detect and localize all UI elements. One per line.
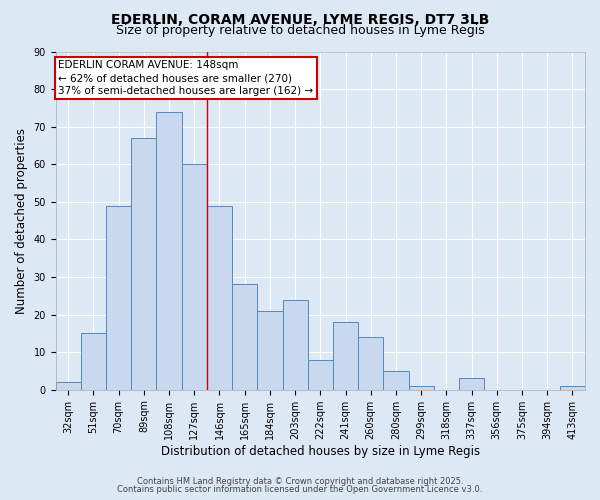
Text: EDERLIN, CORAM AVENUE, LYME REGIS, DT7 3LB: EDERLIN, CORAM AVENUE, LYME REGIS, DT7 3…	[111, 12, 489, 26]
Text: Size of property relative to detached houses in Lyme Regis: Size of property relative to detached ho…	[116, 24, 484, 37]
Bar	[131, 138, 157, 390]
Bar	[459, 378, 484, 390]
Bar	[409, 386, 434, 390]
Y-axis label: Number of detached properties: Number of detached properties	[15, 128, 28, 314]
Bar	[157, 112, 182, 390]
Bar	[560, 386, 585, 390]
Bar	[333, 322, 358, 390]
Bar	[308, 360, 333, 390]
Bar	[81, 334, 106, 390]
Bar	[182, 164, 207, 390]
Bar	[232, 284, 257, 390]
Bar	[106, 206, 131, 390]
X-axis label: Distribution of detached houses by size in Lyme Regis: Distribution of detached houses by size …	[161, 444, 480, 458]
Bar	[56, 382, 81, 390]
Text: EDERLIN CORAM AVENUE: 148sqm
← 62% of detached houses are smaller (270)
37% of s: EDERLIN CORAM AVENUE: 148sqm ← 62% of de…	[58, 60, 313, 96]
Bar	[383, 371, 409, 390]
Bar	[257, 311, 283, 390]
Text: Contains HM Land Registry data © Crown copyright and database right 2025.: Contains HM Land Registry data © Crown c…	[137, 477, 463, 486]
Bar	[207, 206, 232, 390]
Bar	[358, 337, 383, 390]
Bar	[283, 300, 308, 390]
Text: Contains public sector information licensed under the Open Government Licence v3: Contains public sector information licen…	[118, 484, 482, 494]
